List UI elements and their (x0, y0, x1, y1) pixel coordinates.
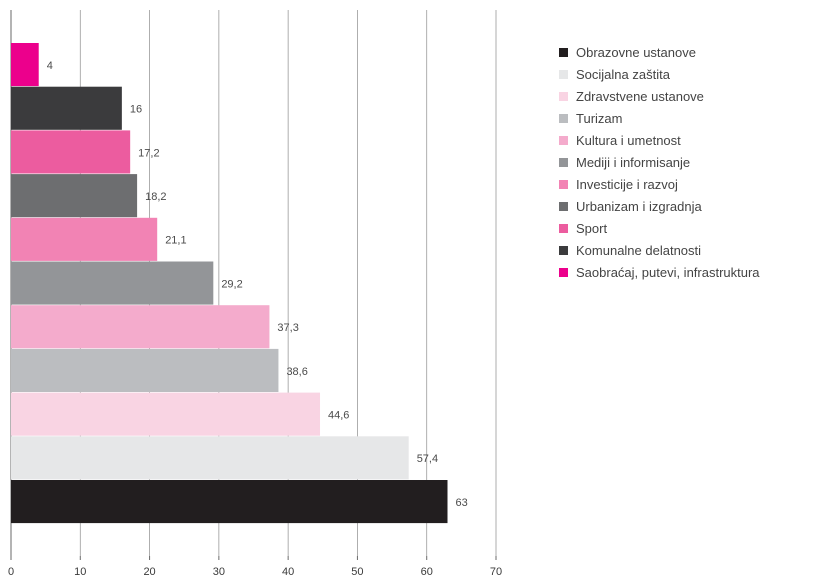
legend-swatch (559, 245, 568, 255)
data-label: 38,6 (286, 366, 307, 378)
bar-kultura-i-umetnost (11, 305, 270, 349)
legend-label: Socijalna zaštita (576, 66, 670, 82)
legend-item: Sport (559, 217, 760, 239)
x-tick-label: 40 (282, 566, 294, 578)
legend-item: Zdravstvene ustanove (559, 85, 760, 107)
legend-label: Obrazovne ustanove (576, 44, 696, 60)
legend-item: Mediji i informisanje (559, 151, 760, 173)
bar-obrazovne-ustanove (11, 480, 448, 524)
x-tick-label: 10 (74, 566, 86, 578)
legend-swatch (559, 135, 568, 145)
legend-swatch (559, 223, 568, 233)
x-tick-label: 60 (421, 566, 433, 578)
legend-label: Komunalne delatnosti (576, 242, 702, 258)
legend-label: Urbanizam i izgradnja (576, 198, 702, 214)
data-label: 37,3 (277, 322, 298, 334)
bar-urbanizam-i-izgradnja (11, 174, 138, 218)
legend-item: Turizam (559, 107, 760, 129)
legend-label: Saobraćaj, putevi, infrastruktura (576, 264, 760, 280)
data-label: 17,2 (138, 147, 159, 159)
data-label: 21,1 (165, 235, 186, 247)
legend-item: Saobraćaj, putevi, infrastruktura (559, 261, 760, 283)
legend-item: Kultura i umetnost (559, 129, 760, 151)
legend-label: Mediji i informisanje (576, 154, 691, 170)
legend-label: Sport (576, 220, 608, 236)
legend-item: Urbanizam i izgradnja (559, 195, 760, 217)
legend-label: Zdravstvene ustanove (576, 88, 704, 104)
legend-swatch (559, 179, 568, 189)
bars (11, 43, 448, 524)
x-tick-label: 30 (213, 566, 225, 578)
bar-sport (11, 130, 131, 174)
x-tick-label: 70 (490, 566, 502, 578)
legend-label: Kultura i umetnost (576, 132, 681, 148)
data-label: 57,4 (417, 453, 438, 465)
legend-item: Investicije i razvoj (559, 173, 760, 195)
legend-swatch (559, 157, 568, 167)
x-tick-label: 0 (8, 566, 14, 578)
bar-komunalne-delatnosti (11, 86, 122, 130)
legend: Obrazovne ustanove Socijalna zaštita Zdrav… (559, 41, 760, 283)
legend-item: Komunalne delatnosti (559, 239, 760, 261)
x-tick-label: 50 (351, 566, 363, 578)
legend-item: Obrazovne ustanove (559, 41, 760, 63)
legend-swatch (559, 201, 568, 211)
legend-swatch (559, 91, 568, 101)
x-axis: 0 10 20 30 40 50 60 70 (8, 556, 502, 578)
data-labels: 4 16 17,2 18,2 21,1 29,2 37,3 38,6 44,6 57,4 63 (47, 60, 468, 509)
legend-label: Turizam (576, 110, 623, 126)
bar-zdravstvene-ustanove (11, 392, 321, 436)
legend-item: Socijalna zaštita (559, 63, 760, 85)
legend-swatch (559, 69, 568, 79)
legend-label: Investicije i razvoj (576, 176, 678, 192)
x-tick-label: 20 (143, 566, 155, 578)
bar-mediji-i-informisanje (11, 261, 214, 305)
bar-socijalna-za-tita (11, 436, 409, 480)
legend-swatch (559, 113, 568, 123)
data-label: 29,2 (221, 278, 242, 290)
data-label: 44,6 (328, 409, 349, 421)
bar-saobra-aj-putevi-infrastruktura (11, 43, 39, 87)
legend-swatch (559, 267, 568, 277)
bar-turizam (11, 348, 279, 392)
data-label: 16 (130, 104, 142, 116)
data-label: 4 (47, 60, 53, 72)
data-label: 18,2 (145, 191, 166, 203)
data-label: 63 (456, 497, 468, 509)
bar-investicije-i-razvoj (11, 217, 158, 261)
legend-swatch (559, 47, 568, 57)
